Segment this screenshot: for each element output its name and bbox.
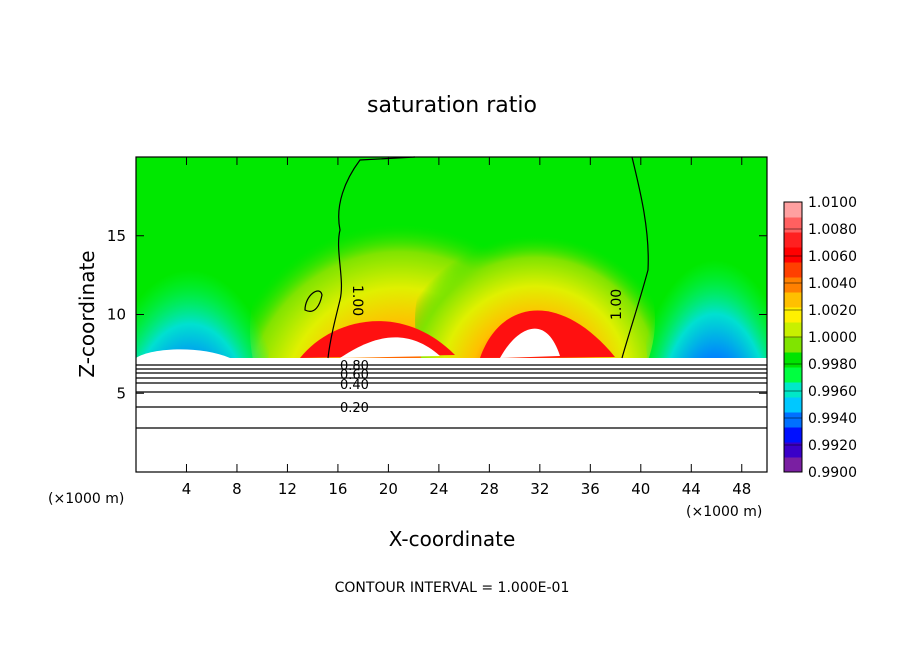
colorbar-swatch <box>784 277 802 293</box>
contour-1.00-right <box>621 156 649 359</box>
y-tick-label: 10 <box>107 306 126 324</box>
x-tick-label: 12 <box>278 480 297 498</box>
colorbar-swatch <box>784 427 802 443</box>
y-axis-label: Z-coordinate <box>75 250 99 377</box>
colorbar-label: 1.0020 <box>808 303 857 319</box>
colorbar-swatch <box>784 457 802 473</box>
x-tick-label: 8 <box>232 480 242 498</box>
x-axis-ticks: 4 8 12 16 20 24 28 32 36 40 44 48 <box>182 157 751 498</box>
x-tick-label: 28 <box>480 480 499 498</box>
colorbar-swatch <box>784 307 802 323</box>
white-cap-right <box>500 328 560 358</box>
subsaturated-layer <box>136 358 767 472</box>
white-cap-left <box>340 337 440 358</box>
contour-label: 1.00 <box>609 289 625 320</box>
x-unit-left: (×1000 m) <box>48 491 124 507</box>
contour-label: 0.60 <box>340 368 369 383</box>
colorbar-swatch <box>784 337 802 353</box>
colorbar-label: 1.0000 <box>808 330 857 346</box>
colorbar-label: 0.9900 <box>808 465 857 481</box>
y-tick-label: 15 <box>107 227 126 245</box>
colorbar-label: 0.9980 <box>808 357 857 373</box>
chart-title: saturation ratio <box>367 93 537 118</box>
x-tick-label: 48 <box>732 480 751 498</box>
surface-white-left <box>136 349 230 358</box>
colorbar-swatch <box>784 322 802 338</box>
contour-1.00-island <box>304 290 323 312</box>
colorbar-swatch <box>784 397 802 413</box>
x-tick-label: 24 <box>429 480 448 498</box>
contour-labels: 1.00 1.00 0.80 0.60 0.40 0.20 <box>340 285 625 416</box>
y-axis-ticks: 5 10 15 <box>107 227 767 402</box>
colorbar-swatch <box>784 262 802 278</box>
x-tick-label: 16 <box>328 480 347 498</box>
colorbar-swatch <box>784 412 802 428</box>
x-unit-right: (×1000 m) <box>686 504 762 520</box>
contour-interval-note: CONTOUR INTERVAL = 1.000E-01 <box>335 580 570 596</box>
x-axis-label: X-coordinate <box>389 527 516 551</box>
x-tick-label: 36 <box>581 480 600 498</box>
colorbar: 1.0100 1.0080 1.0060 1.0040 1.0020 1.0000 0.99… <box>783 195 857 481</box>
colorbar-label: 0.9920 <box>808 438 857 454</box>
colorbar-label: 1.0100 <box>808 195 857 211</box>
contour-label: 0.20 <box>340 401 369 416</box>
colorbar-swatch <box>784 247 802 263</box>
contour-1.00-left <box>327 156 416 359</box>
colorbar-label: 0.9940 <box>808 411 857 427</box>
contour-label: 0.80 <box>340 359 369 374</box>
colorbar-label: 1.0080 <box>808 222 857 238</box>
contour-lines <box>136 156 767 429</box>
x-tick-label: 44 <box>682 480 701 498</box>
contour-label: 0.40 <box>340 378 369 393</box>
colorbar-swatch <box>784 217 802 233</box>
x-tick-label: 40 <box>631 480 650 498</box>
colorbar-swatch <box>784 202 802 218</box>
colorbar-swatch <box>784 442 802 458</box>
contour-label: 1.00 <box>349 285 365 316</box>
colorbar-swatch <box>784 382 802 398</box>
colorbar-label: 1.0040 <box>808 276 857 292</box>
colorbar-label: 1.0060 <box>808 249 857 265</box>
x-tick-label: 32 <box>530 480 549 498</box>
x-tick-label: 20 <box>379 480 398 498</box>
x-tick-label: 4 <box>182 480 192 498</box>
colorbar-label: 0.9960 <box>808 384 857 400</box>
heatmap-field <box>136 157 767 472</box>
colorbar-swatch <box>784 232 802 248</box>
colorbar-swatch <box>784 367 802 383</box>
y-tick-label: 5 <box>116 384 126 402</box>
colorbar-swatch <box>784 352 802 368</box>
colorbar-swatch <box>784 292 802 308</box>
